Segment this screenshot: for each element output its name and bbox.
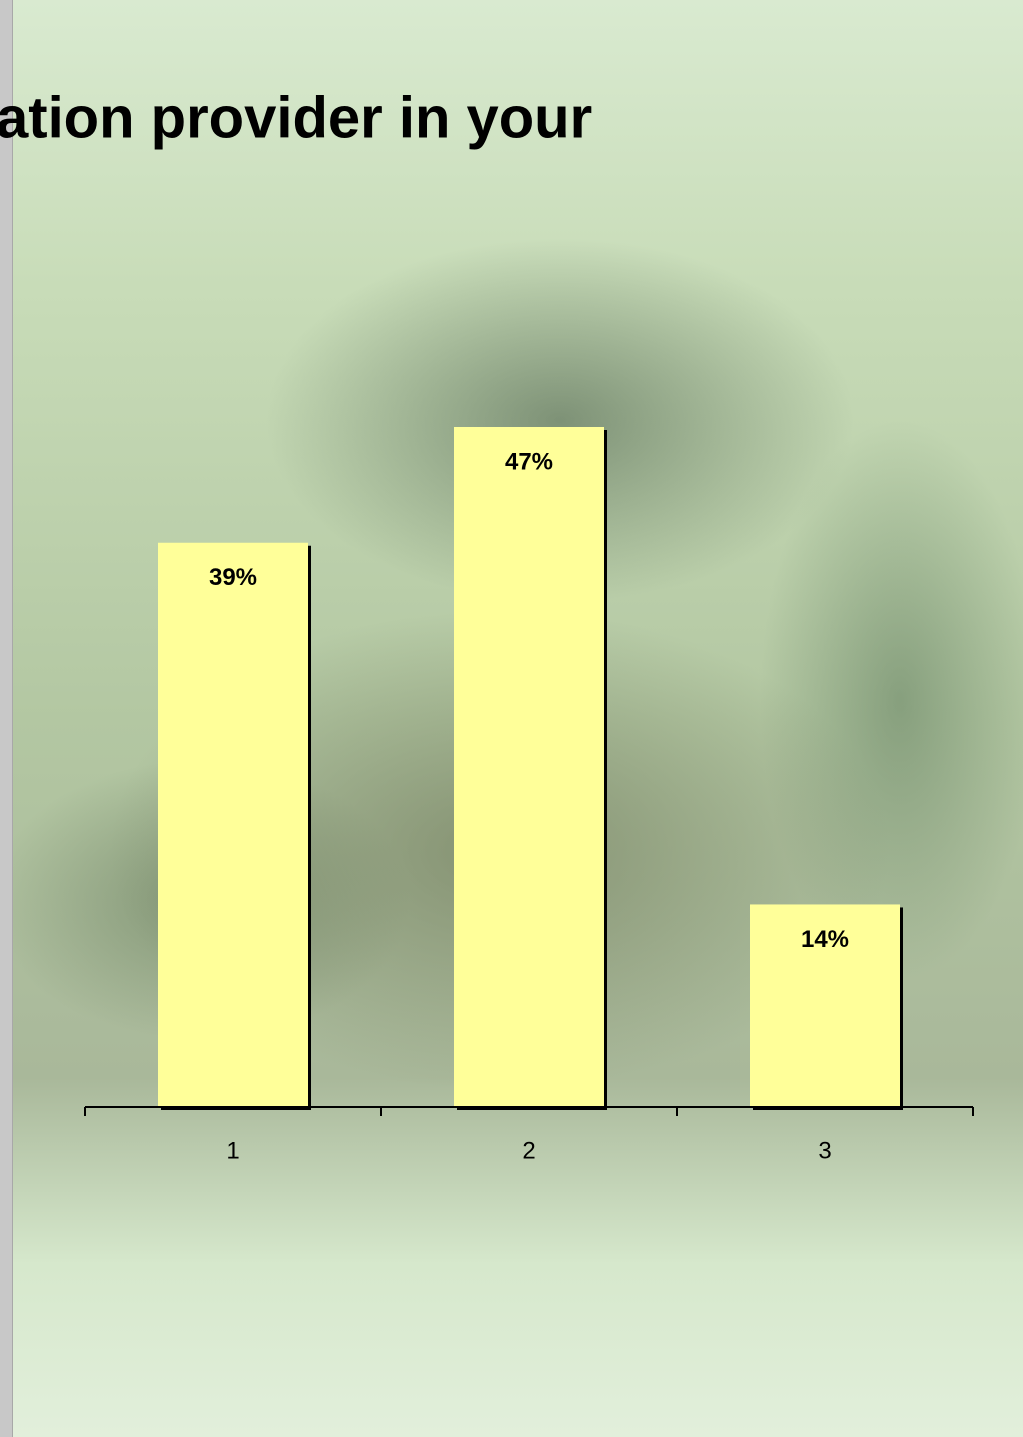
x-tick-label: 3 — [818, 1137, 831, 1164]
bar — [454, 427, 604, 1107]
chart: ation provider in your 39% 1 47% 2 14% 3 — [0, 0, 1023, 1437]
bar — [158, 543, 308, 1107]
x-tick-label: 1 — [226, 1137, 239, 1164]
x-tick-label: 2 — [522, 1137, 535, 1164]
page: ation provider in your 39%147%214%3 (() … — [0, 0, 1023, 1437]
value-label: 39% — [209, 564, 257, 591]
value-label: 14% — [801, 926, 849, 953]
value-label: 47% — [505, 448, 553, 475]
chart-title: ation provider in your — [0, 85, 592, 150]
